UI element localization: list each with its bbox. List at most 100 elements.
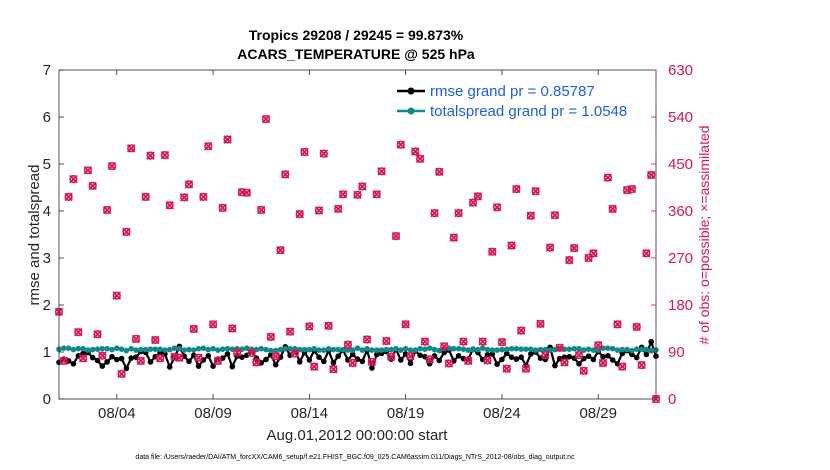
spread-point	[499, 346, 505, 353]
obs-assimilated-marker	[319, 149, 329, 158]
rmse-point	[494, 361, 500, 368]
obs-count-point	[98, 351, 107, 360]
rmse-point	[359, 358, 366, 365]
obs-count-point	[574, 350, 584, 360]
obs-count-point	[642, 249, 651, 258]
rmse-point	[186, 358, 192, 365]
obs-possible-marker	[252, 358, 261, 367]
plot-frame	[58, 69, 657, 400]
rmse-point	[499, 356, 505, 363]
obs-possible-marker	[411, 147, 420, 156]
obs-possible-marker	[271, 352, 280, 361]
legend-rmse-label: rmse grand pr = 0.85787	[430, 83, 595, 100]
obs-count-point	[386, 352, 396, 361]
spread-point	[605, 345, 611, 352]
obs-assimilated-marker	[492, 203, 502, 212]
spread-point	[422, 346, 428, 353]
obs-count-point	[512, 184, 521, 194]
obs-assimilated-marker	[290, 349, 300, 358]
spread-point	[614, 347, 621, 353]
rmse-point	[417, 352, 423, 359]
obs-possible-marker	[579, 366, 588, 375]
obs-count-point	[435, 167, 444, 177]
obs-possible-marker	[213, 356, 222, 366]
spread-point	[186, 346, 192, 353]
rmse-point	[224, 351, 231, 357]
obs-assimilated-marker	[281, 170, 290, 179]
obs-count-point	[102, 205, 112, 215]
spread-point	[643, 346, 650, 353]
rmse-point	[306, 357, 313, 363]
obs-count-point	[208, 320, 218, 329]
obs-count-point	[478, 337, 487, 346]
y2-tick-label: 270	[668, 250, 693, 267]
obs-count-point	[112, 291, 122, 300]
obs-possible-marker	[242, 188, 251, 197]
obs-assimilated-marker	[334, 204, 343, 214]
rmse-point	[605, 353, 611, 359]
obs-count-point	[107, 161, 117, 171]
obs-possible-marker	[59, 356, 68, 366]
obs-possible-marker	[387, 352, 396, 361]
obs-assimilated-marker	[107, 161, 117, 171]
obs-possible-marker	[112, 291, 121, 300]
obs-count-point	[319, 149, 329, 158]
obs-possible-marker	[136, 356, 145, 366]
obs-possible-marker	[261, 114, 271, 124]
obs-count-point	[213, 356, 223, 366]
spread-point	[374, 347, 380, 353]
obs-count-point	[516, 326, 526, 335]
obs-possible-marker	[493, 203, 502, 212]
obs-assimilated-marker	[579, 366, 589, 376]
rmse-point	[195, 363, 202, 369]
obs-assimilated-marker	[642, 249, 651, 258]
y-tick-label: 4	[43, 203, 51, 220]
legend-box	[393, 80, 649, 122]
obs-assimilated-marker	[521, 364, 531, 373]
obs-assimilated-marker	[593, 340, 603, 350]
obs-possible-marker	[391, 232, 401, 241]
obs-count-point	[579, 366, 589, 376]
rmse-point	[648, 338, 654, 345]
rmse-point	[407, 360, 414, 367]
obs-count-point	[343, 340, 353, 349]
obs-assimilated-marker	[78, 354, 88, 363]
obs-count-point	[555, 343, 564, 353]
obs-possible-marker	[98, 351, 107, 360]
obs-assimilated-marker	[141, 192, 150, 202]
obs-assimilated-marker	[488, 247, 497, 256]
obs-assimilated-marker	[88, 181, 97, 191]
obs-assimilated-marker	[112, 291, 122, 300]
spread-point	[70, 346, 77, 353]
obs-count-point	[589, 249, 598, 258]
rmse-point	[272, 361, 279, 368]
obs-possible-marker	[141, 192, 150, 201]
obs-count-point	[290, 349, 300, 358]
y2-tick-label: 90	[668, 344, 685, 361]
obs-possible-marker	[488, 247, 497, 256]
rmse-point	[335, 353, 342, 360]
obs-count-point	[565, 255, 574, 265]
rmse-point	[590, 356, 597, 363]
obs-count-point	[439, 342, 449, 351]
obs-count-point	[382, 336, 391, 346]
obs-assimilated-marker	[430, 208, 439, 218]
obs-assimilated-marker	[468, 198, 478, 207]
obs-count-point	[627, 184, 637, 194]
obs-count-point	[618, 362, 627, 371]
spread-point	[219, 346, 226, 353]
rmse-point	[552, 362, 558, 369]
x-tick-label: 08/29	[579, 405, 617, 422]
spread-point	[133, 347, 139, 353]
spread-point	[306, 346, 313, 353]
spread-point	[282, 345, 289, 352]
chart-title: Tropics 29208 / 29245 = 99.873%	[249, 27, 464, 43]
spread-point	[215, 347, 221, 353]
obs-possible-marker	[464, 356, 473, 366]
spread-point	[114, 345, 120, 352]
spread-point	[504, 346, 510, 353]
obs-count-point	[285, 327, 295, 336]
obs-assimilated-marker	[560, 358, 569, 367]
rmse-point	[229, 363, 236, 370]
obs-count-point	[228, 324, 237, 333]
